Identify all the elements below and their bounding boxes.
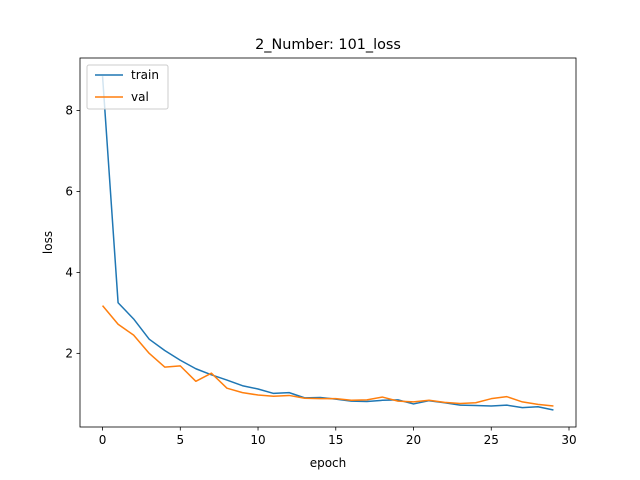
x-tick-label: 30	[561, 433, 576, 447]
series-lines	[101, 76, 554, 411]
plot-frame	[79, 57, 577, 428]
legend-box	[86, 64, 169, 110]
y-tick-label: 8	[65, 104, 73, 118]
legend-label-train: train	[131, 68, 159, 82]
x-axis-ticks: 0 5 10 15 20 25 30	[99, 427, 577, 447]
x-tick-label: 15	[328, 433, 343, 447]
x-axis-label: epoch	[310, 456, 347, 470]
x-tick-label: 5	[176, 433, 184, 447]
y-axis-label: loss	[41, 231, 55, 254]
y-axis-ticks: 2 4 6 8	[65, 104, 80, 360]
chart-title: 2_Number: 101_loss	[255, 37, 401, 53]
legend-label-val: val	[131, 90, 149, 104]
series-line-val	[101, 305, 554, 407]
x-tick-label: 0	[99, 433, 107, 447]
x-tick-label: 20	[406, 433, 421, 447]
y-tick-label: 4	[65, 265, 73, 279]
legend: train val	[86, 64, 169, 110]
x-tick-label: 25	[484, 433, 499, 447]
x-tick-label: 10	[250, 433, 265, 447]
y-tick-label: 2	[65, 346, 73, 360]
series-line-train	[101, 76, 554, 411]
y-tick-label: 6	[65, 185, 73, 199]
